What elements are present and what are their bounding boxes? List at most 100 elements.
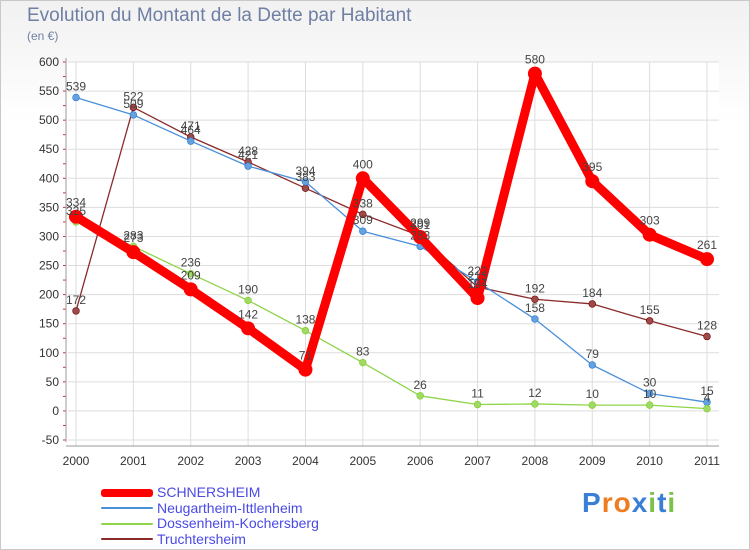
series-line-neugartheim-ittlenheim [75,96,708,403]
legend-label: Neugartheim-Ittlenheim [157,499,303,516]
legend: SCHNERSHEIM Neugartheim-Ittlenheim Dossenh… [101,485,319,547]
data-label-truchtersheim: 192 [525,281,545,295]
y-tick-label: 300 [39,229,59,243]
data-label-dossenheim-kochersberg: 138 [295,313,315,327]
data-point-schnersheim [69,209,83,224]
data-point-dossenheim-kochersberg [703,404,711,413]
x-tick-label: 2008 [522,454,549,468]
data-label-neugartheim-ittlenheim: 539 [66,79,86,93]
data-point-truchtersheim [72,307,80,315]
series-line-schnersheim [71,69,712,375]
data-label-dossenheim-kochersberg: 283 [123,228,143,242]
data-point-neugartheim-ittlenheim [359,227,367,235]
data-label-schnersheim: 71 [299,349,313,363]
data-point-schnersheim [642,227,657,242]
data-label-schnersheim: 334 [66,196,86,210]
y-tick-label: 150 [39,317,59,331]
y-tick-label: 250 [39,259,59,273]
data-label-truchtersheim: 301 [410,218,430,232]
x-tick-label: 2002 [177,454,204,468]
data-point-schnersheim [413,230,428,245]
data-label-neugartheim-ittlenheim: 509 [123,97,143,111]
data-label-neugartheim-ittlenheim: 283 [410,228,430,242]
data-point-dossenheim-kochersberg [473,400,482,409]
data-point-schnersheim [298,362,313,377]
data-point-truchtersheim [301,184,310,192]
data-label-neugartheim-ittlenheim: 158 [525,301,545,315]
data-point-neugartheim-ittlenheim [301,178,310,186]
data-point-truchtersheim [703,332,711,341]
data-label-schnersheim: 261 [697,238,717,252]
data-point-dossenheim-kochersberg [588,401,596,409]
data-label-dossenheim-kochersberg: 26 [414,378,428,392]
data-label-truchtersheim: 213 [468,269,488,283]
proxiti-logo: Proxiti [582,487,676,519]
logo-letter: x [631,487,649,518]
data-point-dossenheim-kochersberg [416,392,424,400]
series-line-truchtersheim [75,106,708,338]
legend-label: SCHNERSHEIM [157,484,261,501]
logo-letter: P [582,487,602,518]
legend-swatch [101,538,153,541]
data-label-neugartheim-ittlenheim: 421 [238,148,258,162]
chart-title: Evolution du Montant de la Dette par Hab… [27,5,412,26]
y-tick-label: 350 [39,200,59,214]
legend-swatch [101,522,153,525]
x-tick-label: 2000 [63,454,90,468]
data-label-truchtersheim: 184 [582,286,602,300]
data-point-schnersheim [183,282,198,297]
data-label-schnersheim: 209 [181,268,201,282]
data-label-truchtersheim: 522 [123,89,143,103]
data-point-truchtersheim [359,210,367,219]
x-tick-label: 2005 [349,454,376,468]
data-label-truchtersheim: 471 [181,119,201,133]
y-tick-label: 550 [39,84,59,98]
data-label-dossenheim-kochersberg: 83 [356,345,370,359]
legend-item-schnersheim: SCHNERSHEIM [101,485,319,501]
x-tick-label: 2004 [292,454,319,468]
series-lines [69,66,714,413]
data-label-truchtersheim: 338 [353,196,373,210]
data-point-dossenheim-kochersberg [187,269,195,278]
data-point-neugartheim-ittlenheim [588,361,596,369]
data-label-schnersheim: 303 [640,214,660,228]
data-label-dossenheim-kochersberg: 10 [643,387,657,401]
data-label-schnersheim: 400 [353,157,373,171]
data-label-dossenheim-kochersberg: 236 [181,256,201,270]
data-label-dossenheim-kochersberg: 190 [238,282,258,296]
data-label-dossenheim-kochersberg: 10 [586,387,600,401]
y-tick-label: 0 [52,404,59,418]
data-point-truchtersheim [588,300,596,308]
data-label-neugartheim-ittlenheim: 222 [468,264,488,278]
data-label-schnersheim: 273 [123,231,143,245]
data-point-schnersheim [355,171,370,186]
data-point-schnersheim [126,245,141,260]
x-tick-label: 2009 [579,454,606,468]
data-label-dossenheim-kochersberg: 12 [528,386,542,400]
data-label-neugartheim-ittlenheim: 464 [181,123,201,137]
legend-swatch [101,488,153,497]
logo-letter: t [657,487,668,518]
x-tick-label: 2010 [636,454,663,468]
data-label-neugartheim-ittlenheim: 79 [586,347,600,361]
data-label-truchtersheim: 128 [697,318,717,332]
data-point-dossenheim-kochersberg [359,358,367,367]
data-point-neugartheim-ittlenheim [187,137,195,145]
data-label-schnersheim: 395 [582,160,602,174]
data-point-neugartheim-ittlenheim [645,389,654,398]
data-point-dossenheim-kochersberg [244,296,252,305]
data-point-truchtersheim [645,317,654,325]
x-tick-label: 2006 [407,454,434,468]
logo-letter: o [613,487,632,518]
legend-item-truchtersheim: Truchtersheim [101,531,319,548]
data-point-neugartheim-ittlenheim [129,111,138,119]
data-point-neugartheim-ittlenheim [531,315,539,323]
y-tick-label: 450 [39,142,59,156]
data-label-schnersheim: 194 [468,277,488,291]
y-tick-label: 100 [39,346,59,360]
grid-lines [66,61,719,446]
logo-letter: r [601,487,614,518]
legend-swatch [101,507,153,510]
